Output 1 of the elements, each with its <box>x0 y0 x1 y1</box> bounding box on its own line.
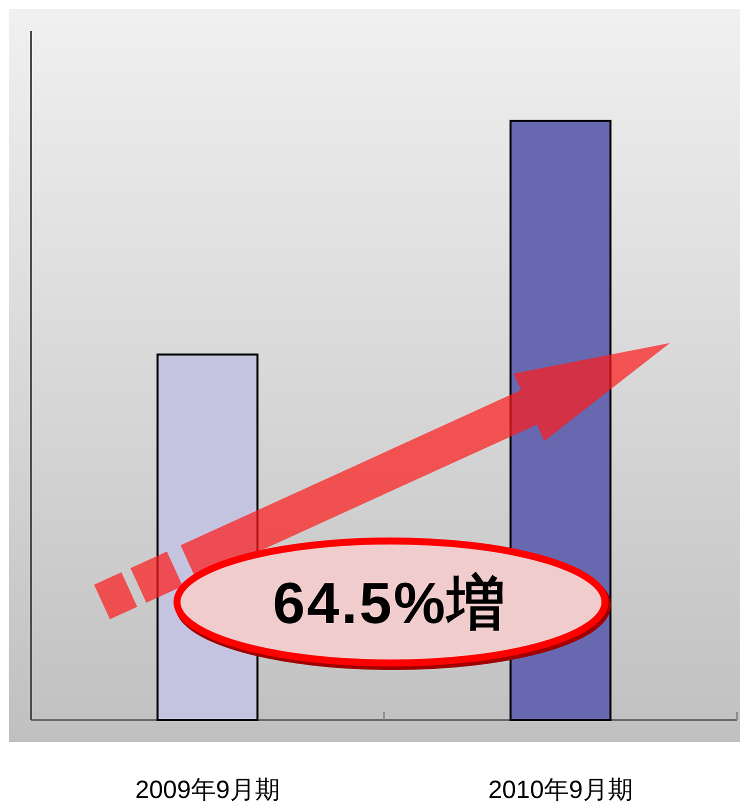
annotation: 64.5%増 <box>272 571 508 636</box>
